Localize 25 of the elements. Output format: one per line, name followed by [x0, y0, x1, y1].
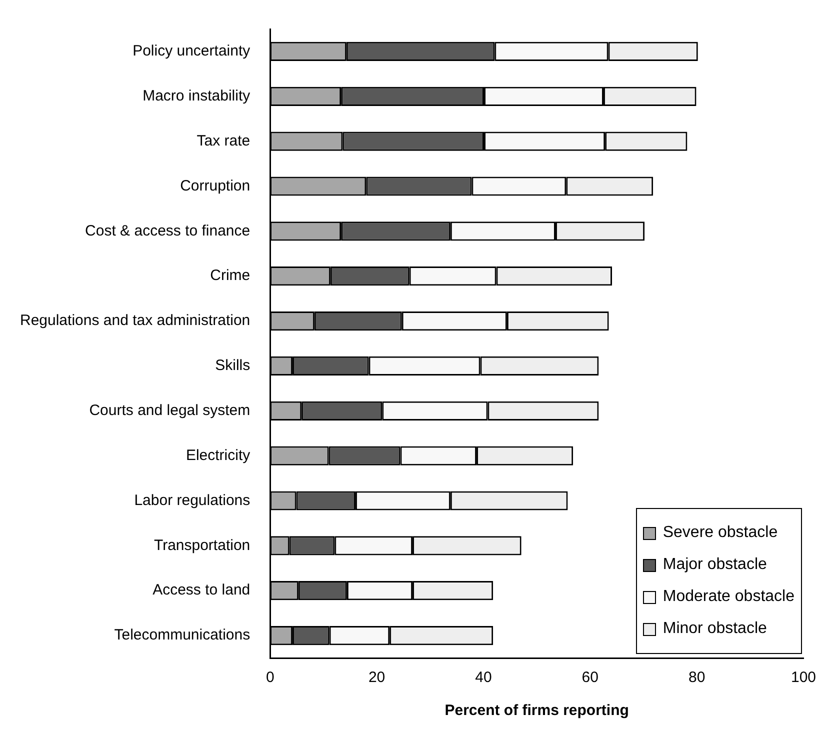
y-tick-label: Crime: [210, 267, 250, 284]
y-tick-label: Electricity: [186, 446, 251, 464]
y-tick-label: Corruption: [180, 177, 250, 194]
x-tick-label: 60: [582, 669, 598, 686]
y-tick-label: Labor regulations: [134, 492, 250, 509]
legend-label: Minor obstacle: [662, 620, 767, 638]
y-tick-label: Skills: [215, 357, 250, 374]
legend-label: Major obstacle: [662, 556, 767, 574]
x-axis-title: Percent of firms reporting: [444, 702, 629, 720]
y-tick-label: Cost & access to finance: [85, 222, 250, 240]
y-tick-label: Macro instability: [142, 88, 251, 105]
y-tick-label: Transportation: [154, 536, 250, 554]
x-tick-label: 40: [475, 669, 492, 686]
x-tick-label: 0: [266, 669, 274, 686]
y-tick-label: Courts and legal system: [89, 402, 250, 420]
y-tick-label: Policy uncertainty: [132, 42, 251, 60]
y-tick-label: Telecommunications: [114, 626, 250, 644]
x-tick-label: 100: [790, 669, 816, 686]
x-tick-label: 20: [368, 669, 386, 686]
y-tick-label: Regulations and tax administration: [20, 312, 250, 330]
y-tick-label: Access to land: [152, 582, 250, 599]
y-tick-label: Tax rate: [196, 132, 250, 150]
legend-label: Severe obstacle: [662, 524, 778, 542]
text: Moderate obstacle: [662, 588, 794, 606]
x-tick-label: 80: [688, 669, 706, 686]
